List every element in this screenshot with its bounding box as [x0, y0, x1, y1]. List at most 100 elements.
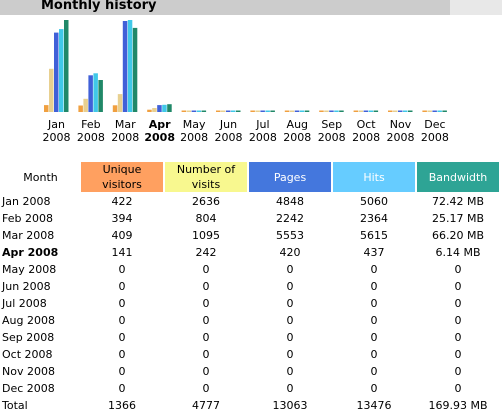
bar-unique-visitors — [181, 110, 187, 112]
bar-visits — [221, 110, 226, 112]
table-row: Mar 2008 409 1095 5553 5615 66.20 MB — [2, 228, 499, 243]
bar-bandwidth — [167, 104, 172, 112]
cell-pages: 0 — [286, 280, 294, 293]
cell-visits: 0 — [202, 365, 210, 378]
month-tick-label: Aug — [287, 118, 308, 131]
cell-bandwidth: 0 — [454, 382, 462, 395]
title-corner — [450, 0, 502, 15]
bar-pages — [191, 110, 197, 112]
cell-hits: 0 — [370, 280, 378, 293]
cell-unique: 394 — [111, 212, 133, 225]
total-bandwidth: 169.93 MB — [428, 399, 488, 412]
cell-visits: 242 — [195, 246, 217, 259]
cell-bandwidth: 25.17 MB — [431, 212, 485, 225]
table-row: Feb 2008 394 804 2242 2364 25.17 MB — [2, 211, 499, 226]
header-bandwidth: Bandwidth — [417, 162, 499, 192]
cell-bandwidth: 0 — [454, 280, 462, 293]
cell-hits: 0 — [370, 297, 378, 310]
bar-hits — [127, 20, 133, 112]
bar-unique-visitors — [112, 105, 118, 112]
bar-hits — [437, 110, 442, 112]
year-tick-label: 2008 — [77, 131, 105, 144]
bar-visits — [152, 108, 157, 112]
month-tick-label: Jan — [47, 118, 65, 131]
cell-pages: 0 — [286, 314, 294, 327]
cell-pages: 0 — [286, 348, 294, 361]
cell-unique: 0 — [118, 382, 126, 395]
chart-bars — [44, 20, 447, 113]
header-number-of-visits: Number of visits — [165, 162, 247, 192]
cell-unique: 0 — [118, 365, 126, 378]
bar-pages — [260, 110, 265, 112]
bar-unique-visitors — [44, 105, 49, 112]
bar-pages — [157, 105, 162, 112]
bar-bandwidth — [442, 110, 447, 112]
header-pages: Pages — [249, 162, 331, 192]
bar-bandwidth — [339, 110, 344, 112]
cell-unique: 0 — [118, 280, 126, 293]
bar-hits — [59, 29, 64, 113]
table-row: Oct 2008 0 0 0 0 0 — [2, 347, 499, 362]
total-unique: 1366 — [108, 399, 136, 412]
cell-unique: 0 — [118, 263, 126, 276]
row-month: Jan 2008 — [2, 195, 51, 208]
row-month: May 2008 — [2, 263, 57, 276]
row-month: Feb 2008 — [2, 212, 53, 225]
total-visits: 4777 — [192, 399, 220, 412]
month-tick-label: May — [183, 118, 206, 131]
header-unique-line1: Unique — [102, 163, 142, 176]
bar-hits — [231, 110, 236, 112]
cell-bandwidth: 66.20 MB — [431, 229, 485, 242]
cell-unique: 0 — [118, 314, 126, 327]
cell-hits: 0 — [370, 263, 378, 276]
year-tick-label: 2008 — [421, 131, 449, 144]
bar-hits — [196, 110, 202, 112]
cell-visits: 0 — [202, 382, 210, 395]
cell-visits: 0 — [202, 314, 210, 327]
total-pages: 13063 — [272, 399, 308, 412]
cell-pages: 2242 — [276, 212, 304, 225]
cell-bandwidth: 0 — [454, 263, 462, 276]
bar-hits — [265, 110, 270, 112]
bar-pages — [363, 110, 369, 112]
month-tick-label: Jul — [255, 118, 269, 131]
header-unique-line2: visitors — [102, 178, 142, 191]
bar-bandwidth — [270, 110, 275, 112]
row-month: Apr 2008 — [2, 246, 59, 259]
year-tick-label: 2008 — [249, 131, 277, 144]
bar-hits — [403, 110, 408, 112]
cell-visits: 804 — [195, 212, 217, 225]
table-row: Aug 2008 0 0 0 0 0 — [2, 313, 499, 328]
bar-visits — [393, 110, 398, 112]
total-label: Total — [2, 399, 28, 412]
year-tick-label: 2008 — [283, 131, 311, 144]
cell-hits: 437 — [363, 246, 385, 259]
bar-visits — [289, 110, 295, 112]
cell-unique: 0 — [118, 348, 126, 361]
bar-hits — [299, 110, 305, 112]
bar-bandwidth — [201, 110, 207, 112]
bar-unique-visitors — [388, 110, 393, 112]
cell-unique: 0 — [118, 297, 126, 310]
bar-visits — [186, 110, 192, 112]
cell-pages: 0 — [286, 365, 294, 378]
year-tick-label: 2008 — [318, 131, 346, 144]
bar-bandwidth — [132, 27, 138, 112]
row-month: Oct 2008 — [2, 348, 53, 361]
chart-month-labels: Jan2008Feb2008Mar2008Apr2008May2008Jun20… — [43, 118, 449, 144]
bar-pages — [398, 110, 403, 112]
monthly-stats-table: Month Unique visitors Number of visits P… — [0, 160, 501, 415]
year-tick-label: 2008 — [111, 131, 139, 144]
cell-hits: 0 — [370, 331, 378, 344]
bar-unique-visitors — [353, 110, 359, 112]
header-month: Month — [23, 170, 58, 184]
bar-unique-visitors — [422, 110, 427, 112]
month-tick-label: Jun — [219, 118, 237, 131]
bar-visits — [83, 98, 88, 112]
bar-pages — [294, 110, 300, 112]
monthly-history-chart: Jan2008Feb2008Mar2008Apr2008May2008Jun20… — [43, 20, 449, 144]
bar-hits — [93, 73, 98, 112]
cell-hits: 2364 — [360, 212, 388, 225]
row-month: Nov 2008 — [2, 365, 55, 378]
cell-hits: 5060 — [360, 195, 388, 208]
